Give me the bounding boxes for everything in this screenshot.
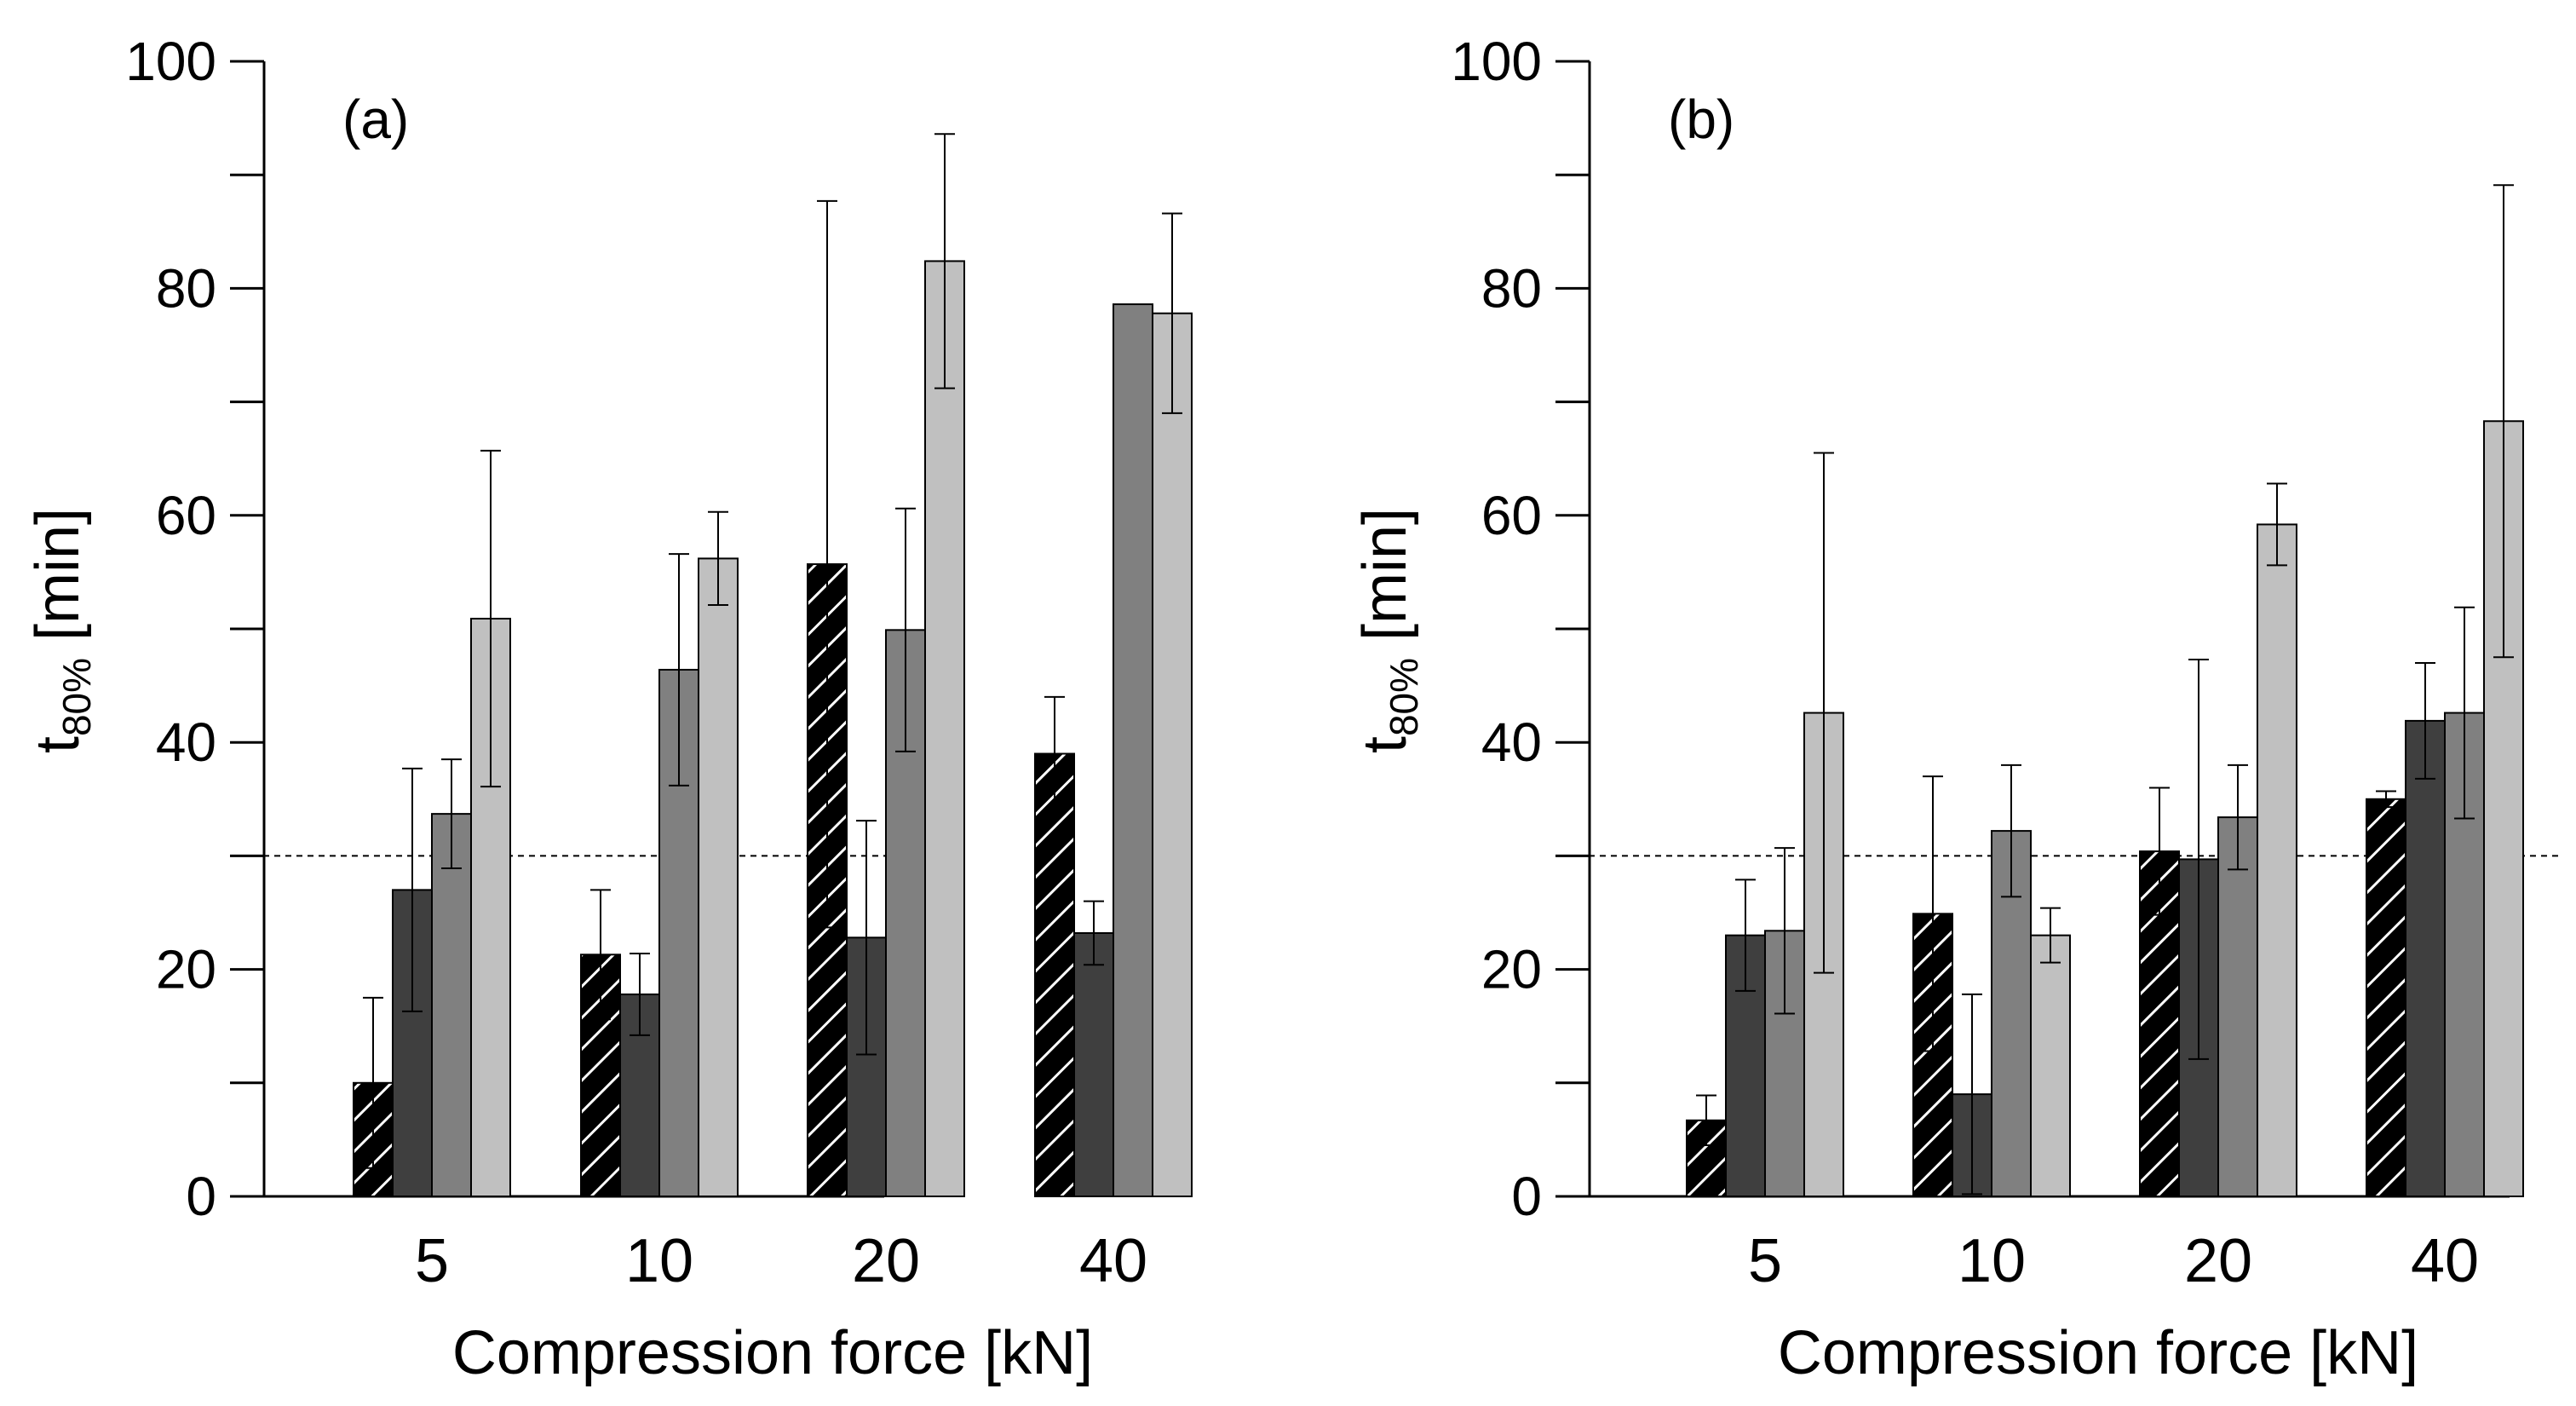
panel-a-category-label: 5	[415, 1227, 449, 1295]
panel-a-plot: 0 20 40 60 80 100 5 10 20 40	[125, 31, 1193, 1295]
panel-a-category-label: 10	[625, 1227, 693, 1295]
panel-b-ylabel: t80% [min]	[1351, 508, 1426, 753]
panel-b-xlabel: Compression force [kN]	[1778, 1319, 2418, 1387]
panel-a-bar-series-4-20	[924, 260, 965, 1197]
panel-b-category-label: 20	[2184, 1227, 2252, 1295]
panel-b-ytick-label: 20	[1481, 939, 1542, 1000]
panel-a-category-label: 20	[852, 1227, 920, 1295]
panel-a-label: (a)	[342, 89, 409, 150]
panel-a-ytick-label: 0	[186, 1166, 216, 1227]
panel-a-category-label: 40	[1079, 1227, 1147, 1295]
panel-b-ytick-label: 100	[1451, 31, 1542, 92]
panel-b-ytick-label: 80	[1481, 257, 1542, 319]
panel-a-bar-series-4-10	[698, 557, 739, 1197]
panel-b-category-label: 5	[1748, 1227, 1782, 1295]
panel-b-bar-series-3-20	[2217, 816, 2258, 1197]
panel-b-ytick-label: 60	[1481, 485, 1542, 546]
panel-b-label: (b)	[1668, 89, 1734, 150]
panel-a-ytick-label: 100	[125, 31, 216, 92]
panel-a-ytick-label: 40	[156, 712, 216, 773]
panel-b-ytick-label: 40	[1481, 712, 1542, 773]
panel-b-bar-series-2-40	[2405, 719, 2446, 1197]
panel-a-ytick-label: 80	[156, 257, 216, 319]
panel-a-bar-series-3-5	[431, 813, 472, 1198]
panel-b-ytick-label: 0	[1511, 1166, 1542, 1227]
panel-b-bar-series-1-40	[2366, 798, 2406, 1197]
panel-b-category-label: 40	[2411, 1227, 2479, 1295]
panel-b-bar-series-4-20	[2257, 523, 2297, 1197]
panel-a-xlabel: Compression force [kN]	[452, 1319, 1093, 1387]
panel-a-ytick-label: 20	[156, 939, 216, 1000]
panel-a-y-axis-title: t80% [min]	[24, 508, 99, 753]
panel-a-bar-series-3-40	[1113, 303, 1153, 1198]
panel-b: (b) t80% [min] Compression force [kN] 0 2…	[1351, 31, 2561, 1387]
panel-a-ytick-label: 60	[156, 485, 216, 546]
panel-b-y-axis-title: t80% [min]	[1351, 508, 1426, 753]
panel-a-ylabel: t80% [min]	[24, 508, 99, 753]
panel-a-bar-series-4-40	[1152, 312, 1193, 1198]
panel-a-bar-series-2-40	[1073, 931, 1114, 1197]
panel-b-category-label: 10	[1958, 1227, 2026, 1295]
panel-b-plot: 0 20 40 60 80 100 5 10 20 40	[1451, 31, 2561, 1295]
panel-a: (a) t80% [min] Compression force [kN] 0 2…	[24, 31, 1193, 1387]
panel-b-bar-series-4-10	[2030, 934, 2071, 1197]
panel-a-bar-series-1-40	[1034, 752, 1075, 1197]
